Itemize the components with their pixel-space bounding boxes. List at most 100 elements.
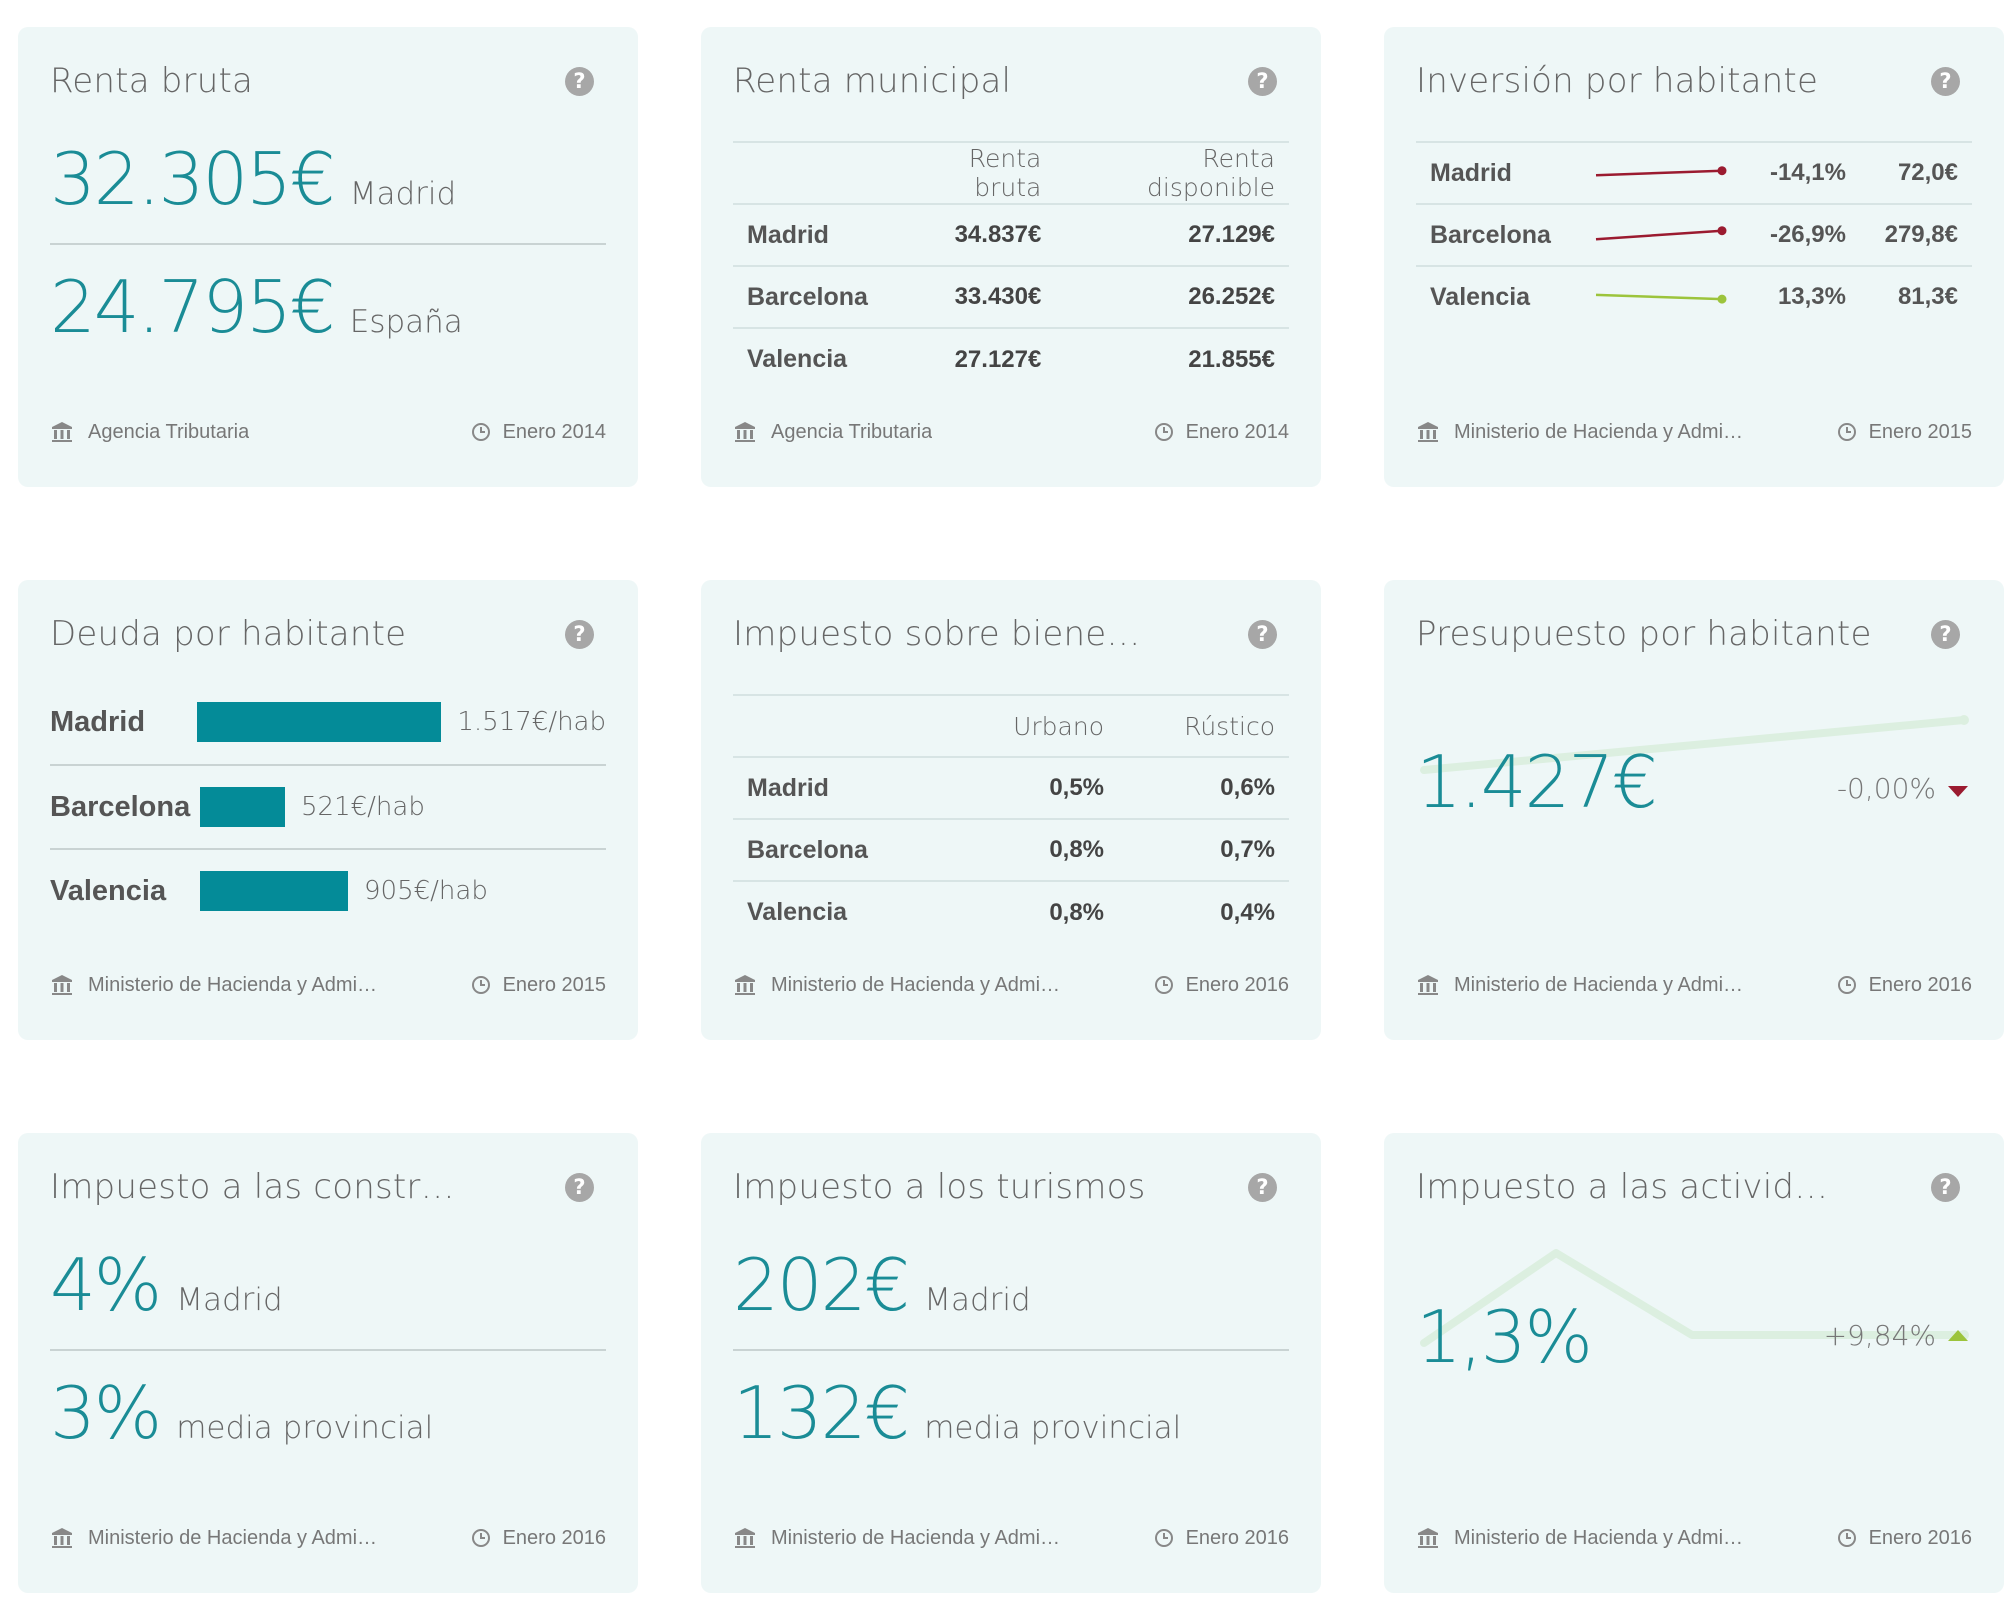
card-title: Renta municipal bbox=[733, 61, 1012, 101]
sparkline-area: 1,3% +9,84% bbox=[1416, 1243, 1972, 1443]
bar-value-label: 521€/hab bbox=[301, 792, 425, 822]
source-text[interactable]: Ministerio de Hacienda y Administracione… bbox=[771, 1526, 1071, 1549]
source-text[interactable]: Ministerio de Hacienda y Administracione… bbox=[88, 1526, 388, 1549]
source-text[interactable]: Ministerio de Hacienda y Administracione… bbox=[1454, 973, 1754, 996]
list-item: Valencia 13,3% 81,3€ bbox=[1416, 265, 1972, 327]
city-cell: Madrid bbox=[733, 203, 882, 266]
city-label: Barcelona bbox=[50, 790, 191, 823]
sparkline-end-point bbox=[1717, 166, 1727, 176]
help-icon[interactable]: ? bbox=[565, 67, 594, 96]
help-icon[interactable]: ? bbox=[565, 1173, 594, 1202]
secondary-value: 3% bbox=[50, 1371, 162, 1455]
data-table: Urbano Rústico Madrid 0,5% 0,6% Barcelon… bbox=[733, 694, 1289, 943]
primary-value: 4% bbox=[50, 1243, 162, 1327]
card-ibi: Impuesto sobre bienes inmuebles ? Urbano… bbox=[701, 580, 1321, 1040]
card-title: Impuesto a las actividades económicas bbox=[1416, 1167, 1836, 1207]
trend-sparkline bbox=[1595, 166, 1727, 177]
help-icon[interactable]: ? bbox=[1248, 67, 1277, 96]
source-text[interactable]: Agencia Tributaria bbox=[771, 420, 933, 443]
card-title: Deuda por habitante bbox=[50, 614, 407, 654]
card-inversion: Inversión por habitante ? Madrid -14,1% … bbox=[1384, 27, 2004, 487]
bar-row: Valencia 905€/hab bbox=[50, 848, 606, 932]
per-capita-value: 81,3€ bbox=[1897, 283, 1958, 310]
primary-label: Madrid bbox=[349, 176, 457, 212]
clock-icon bbox=[471, 423, 490, 441]
source-text[interactable]: Ministerio de Hacienda y Administracione… bbox=[88, 973, 388, 996]
secondary-value: 132€ bbox=[733, 1371, 910, 1455]
help-icon[interactable]: ? bbox=[1931, 620, 1960, 649]
secondary-label: media provincial bbox=[924, 1410, 1182, 1446]
value-cell: 0,8% bbox=[947, 818, 1119, 881]
help-icon[interactable]: ? bbox=[565, 620, 594, 649]
data-table: Renta bruta Renta disponible Madrid 34.8… bbox=[733, 141, 1289, 390]
city-label: Madrid bbox=[1430, 158, 1512, 187]
inversion-list: Madrid -14,1% 72,0€ Barcelona -26,9% 279… bbox=[1416, 141, 1972, 327]
bar bbox=[200, 787, 285, 827]
help-icon[interactable]: ? bbox=[1248, 620, 1277, 649]
sparkline-end-point bbox=[1717, 226, 1727, 236]
bar-row: Madrid 1.517€/hab bbox=[50, 680, 606, 764]
bank-icon bbox=[735, 975, 755, 995]
city-cell: Valencia bbox=[733, 880, 948, 943]
card-footer: Ministerio de Hacienda y Administracione… bbox=[1416, 1523, 1972, 1553]
bar-value-label: 1.517€/hab bbox=[457, 707, 606, 737]
sparkline-line bbox=[1595, 229, 1723, 241]
sparkline-area: 1.427€ -0,00% bbox=[1416, 690, 1972, 890]
value-cell: 0,6% bbox=[1118, 756, 1289, 819]
help-icon[interactable]: ? bbox=[1248, 1173, 1277, 1202]
card-footer: Ministerio de Hacienda y Administracione… bbox=[1416, 970, 1972, 1000]
bar bbox=[197, 702, 442, 742]
date-text: Enero 2016 bbox=[1185, 1526, 1289, 1549]
card-title: Renta bruta bbox=[50, 61, 254, 101]
city-label: Barcelona bbox=[1430, 220, 1551, 249]
list-item: Madrid -14,1% 72,0€ bbox=[1416, 141, 1972, 203]
change-percent: -26,9% bbox=[1769, 221, 1846, 248]
card-footer: Agencia Tributaria Enero 2014 bbox=[50, 417, 606, 447]
per-capita-value: 279,8€ bbox=[1884, 221, 1958, 248]
city-cell: Valencia bbox=[733, 327, 882, 390]
value-cell: 27.129€ bbox=[1055, 203, 1289, 266]
help-icon[interactable]: ? bbox=[1931, 1173, 1960, 1202]
value-cell: 33.430€ bbox=[881, 265, 1056, 328]
main-value: 1.427€ bbox=[1416, 740, 1658, 824]
bank-icon bbox=[1418, 422, 1438, 442]
city-cell: Barcelona bbox=[733, 818, 948, 881]
card-footer: Ministerio de Hacienda y Administracione… bbox=[50, 970, 606, 1000]
card-renta-bruta: Renta bruta ? 32.305€ Madrid 24.795€ Esp… bbox=[18, 27, 638, 487]
table-row: Madrid 0,5% 0,6% bbox=[733, 756, 1289, 819]
primary-label: Madrid bbox=[176, 1282, 283, 1318]
clock-icon bbox=[1154, 423, 1173, 441]
card-title: Impuesto a las construcciones, instalaci… bbox=[50, 1167, 470, 1207]
clock-icon bbox=[1837, 976, 1856, 994]
main-value: 1,3% bbox=[1416, 1295, 1593, 1379]
bar-value-label: 905€/hab bbox=[364, 876, 488, 906]
source-text[interactable]: Ministerio de Hacienda y Administracione… bbox=[771, 973, 1071, 996]
help-icon[interactable]: ? bbox=[1931, 67, 1960, 96]
city-label: Valencia bbox=[1430, 282, 1531, 311]
primary-value: 202€ bbox=[733, 1243, 910, 1327]
clock-icon bbox=[1154, 976, 1173, 994]
column-header: Urbano bbox=[947, 694, 1119, 757]
value-cell: 0,7% bbox=[1118, 818, 1289, 881]
clock-icon bbox=[1154, 1529, 1173, 1547]
per-capita-value: 72,0€ bbox=[1897, 159, 1958, 186]
column-header: Renta bruta bbox=[881, 141, 1056, 204]
secondary-label: media provincial bbox=[176, 1410, 434, 1446]
card-deuda: Deuda por habitante ? Madrid 1.517€/hab … bbox=[18, 580, 638, 1040]
bar-list: Madrid 1.517€/hab Barcelona 521€/hab Val… bbox=[50, 680, 606, 932]
card-presupuesto: Presupuesto por habitante ? 1.427€ -0,00… bbox=[1384, 580, 2004, 1040]
value-cell: 0,5% bbox=[947, 756, 1119, 819]
value-cell: 34.837€ bbox=[881, 203, 1056, 266]
card-title: Impuesto a los turismos bbox=[733, 1167, 1146, 1207]
change-percent: 13,3% bbox=[1777, 283, 1846, 310]
clock-icon bbox=[471, 976, 490, 994]
list-item: Barcelona -26,9% 279,8€ bbox=[1416, 203, 1972, 265]
secondary-value: 24.795€ bbox=[50, 265, 336, 349]
source-text[interactable]: Ministerio de Hacienda y Administracione… bbox=[1454, 420, 1754, 443]
source-text[interactable]: Ministerio de Hacienda y Administracione… bbox=[1454, 1526, 1754, 1549]
bank-icon bbox=[735, 1528, 755, 1548]
source-text[interactable]: Agencia Tributaria bbox=[88, 420, 250, 443]
card-turismos: Impuesto a los turismos ? 202€ Madrid 13… bbox=[701, 1133, 1321, 1593]
card-title: Inversión por habitante bbox=[1416, 61, 1819, 101]
